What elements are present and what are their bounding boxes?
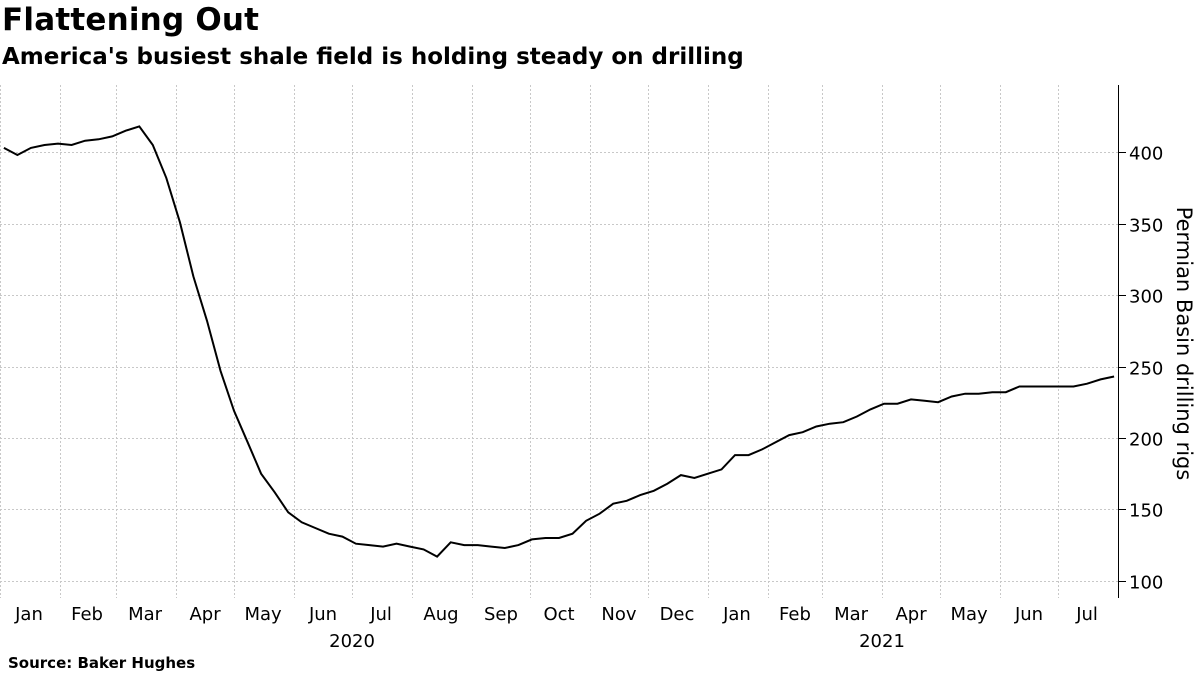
x-tick-label: Apr xyxy=(189,604,221,625)
x-tick-label: Jul xyxy=(1075,604,1098,625)
x-tick-labels: Jan Feb Mar Apr May Jun Jul Aug Sep Oct Nov Dec Jan F… xyxy=(14,604,1098,652)
y-tick-label: 250 xyxy=(1129,359,1163,380)
axes xyxy=(1118,85,1126,598)
y-tick-label: 100 xyxy=(1129,573,1163,594)
x-tick-label: Aug xyxy=(423,604,458,625)
series-line xyxy=(3,125,1115,558)
x-tick-label: Apr xyxy=(895,604,927,625)
x-tick-label: May xyxy=(950,604,988,625)
y-tick-label: 150 xyxy=(1129,501,1163,522)
x-tick-label: May xyxy=(244,604,282,625)
x-tick-label: Jun xyxy=(308,604,337,625)
x-tick-label: Mar xyxy=(128,604,163,625)
x-tick-label: Feb xyxy=(71,604,103,625)
chart-title: Flattening Out xyxy=(2,2,260,38)
y-tick-labels: 100 150 200 250 300 350 400 xyxy=(1129,144,1163,594)
x-tick-label: Feb xyxy=(779,604,811,625)
y-tick-label: 300 xyxy=(1129,287,1163,308)
x-tick-label: Mar xyxy=(834,604,869,625)
y-tick-label: 200 xyxy=(1129,430,1163,451)
x-tick-label: Oct xyxy=(543,604,574,625)
gridlines xyxy=(0,85,1119,598)
x-year-label: 2020 xyxy=(329,631,375,652)
source-note: Source: Baker Hughes xyxy=(8,654,196,672)
x-tick-label: Jan xyxy=(722,604,751,625)
x-tick-label: Jan xyxy=(14,604,43,625)
x-tick-label: Sep xyxy=(484,604,518,625)
y-tick-label: 350 xyxy=(1129,216,1163,237)
x-tick-label: Jul xyxy=(369,604,392,625)
x-tick-label: Jun xyxy=(1014,604,1043,625)
x-year-label: 2021 xyxy=(859,631,905,652)
y-tick-label: 400 xyxy=(1129,144,1163,165)
x-tick-label: Dec xyxy=(660,604,695,625)
chart-subtitle: America's busiest shale field is holding… xyxy=(2,44,744,70)
y-axis-title: Permian Basin drilling rigs xyxy=(1172,207,1196,481)
x-tick-label: Nov xyxy=(601,604,636,625)
